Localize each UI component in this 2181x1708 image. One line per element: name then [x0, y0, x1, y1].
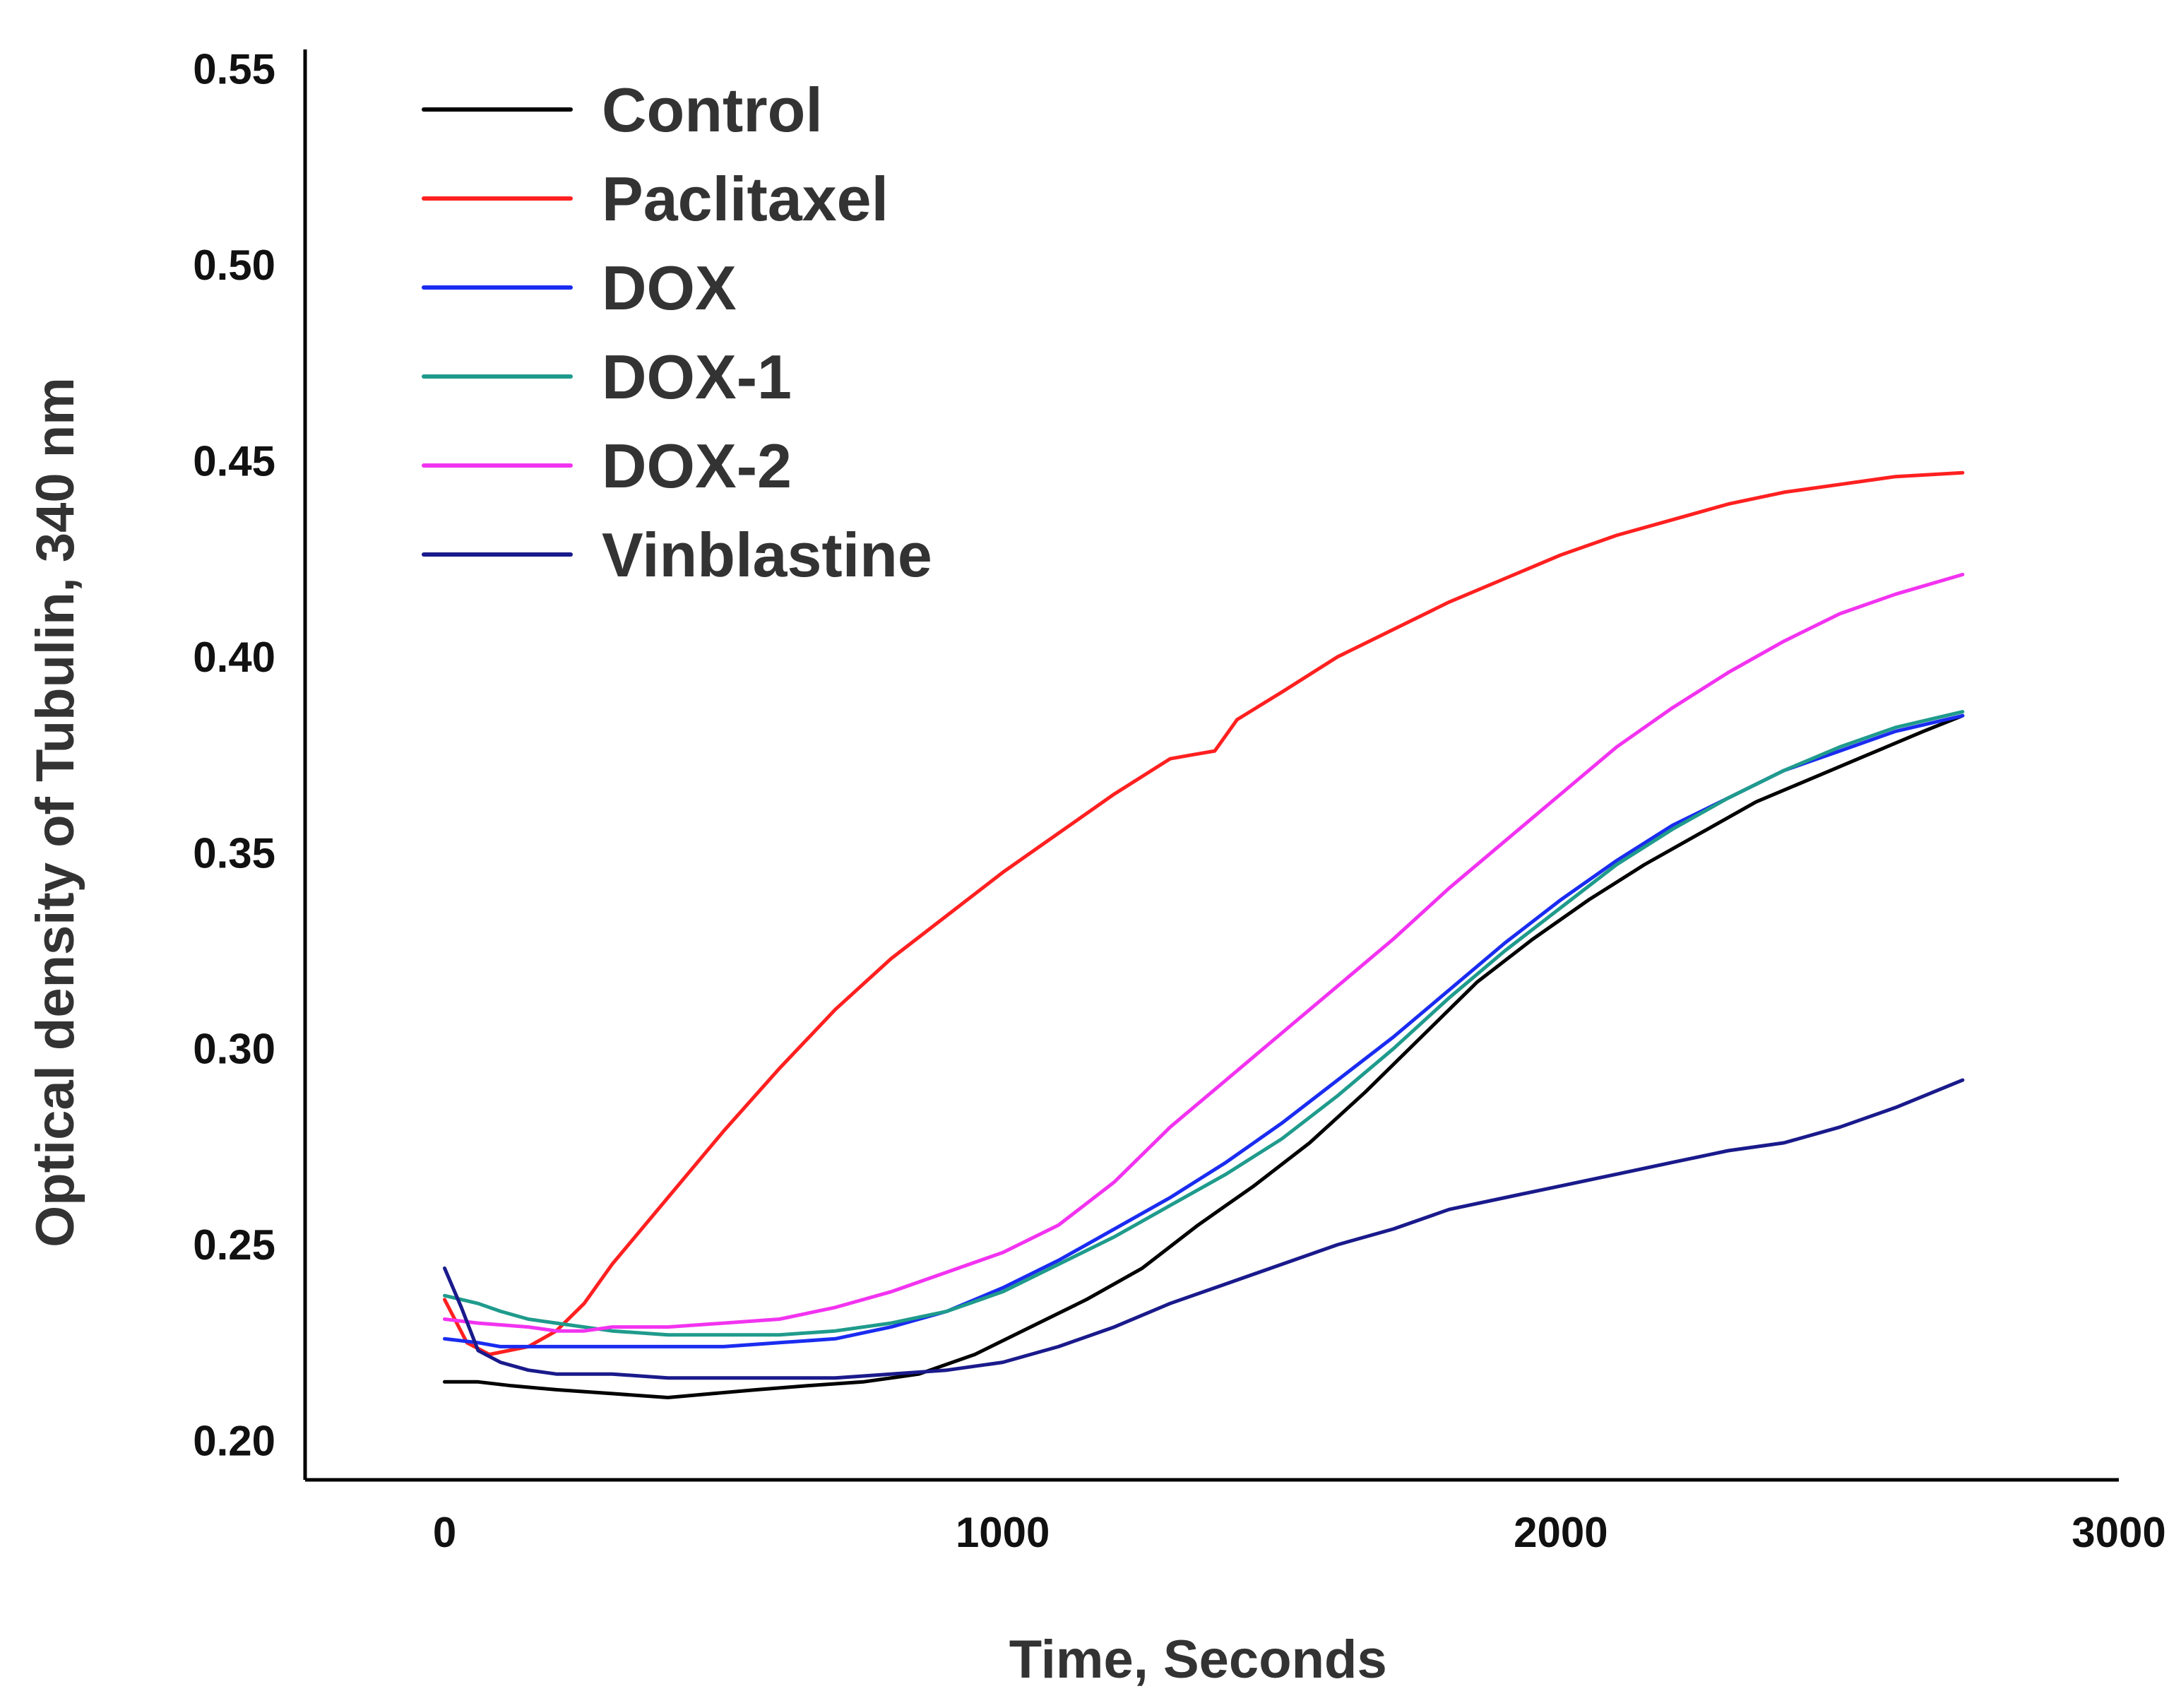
series-line-control [443, 713, 1965, 1399]
legend: Control Paclitaxel DOX DOX-1 DOX-2 Vinblastin… [422, 75, 932, 590]
series-line-dox [443, 713, 1965, 1348]
x-tick-label: 0 [433, 1509, 456, 1556]
series-lines [443, 470, 1965, 1399]
legend-label-paclitaxel: Paclitaxel [602, 164, 889, 234]
x-tick-labels: 0 1000 2000 3000 [433, 1509, 2166, 1556]
series-line-paclitaxel [443, 470, 1965, 1356]
legend-label-dox-1: DOX-1 [602, 342, 792, 412]
y-tick-label: 0.35 [193, 829, 275, 877]
y-tick-label: 0.20 [193, 1418, 275, 1465]
y-tick-label: 0.45 [193, 438, 275, 485]
legend-label-dox-2: DOX-2 [602, 431, 792, 501]
x-tick-label: 1000 [956, 1509, 1050, 1556]
x-axis-title: Time, Seconds [1009, 1630, 1387, 1690]
axes [303, 49, 2119, 1482]
legend-label-vinblastine: Vinblastine [602, 520, 932, 590]
series-line-dox-2 [443, 572, 1965, 1333]
y-tick-label: 0.40 [193, 634, 275, 681]
y-axis-title: Optical density of Tubulin, 340 nm [25, 377, 85, 1247]
y-tick-label: 0.50 [193, 242, 275, 289]
x-tick-label: 2000 [1514, 1509, 1607, 1556]
x-tick-label: 3000 [2072, 1509, 2165, 1556]
series-line-vinblastine [443, 1078, 1965, 1380]
y-tick-label: 0.25 [193, 1221, 275, 1269]
legend-label-dox: DOX [602, 253, 737, 323]
series-line-dox-1 [443, 710, 1965, 1337]
legend-label-control: Control [602, 75, 823, 145]
y-tick-label: 0.30 [193, 1026, 275, 1073]
y-tick-labels: 0.20 0.25 0.30 0.35 0.40 0.45 0.50 0.55 [193, 46, 275, 1465]
y-tick-label: 0.55 [193, 46, 275, 93]
